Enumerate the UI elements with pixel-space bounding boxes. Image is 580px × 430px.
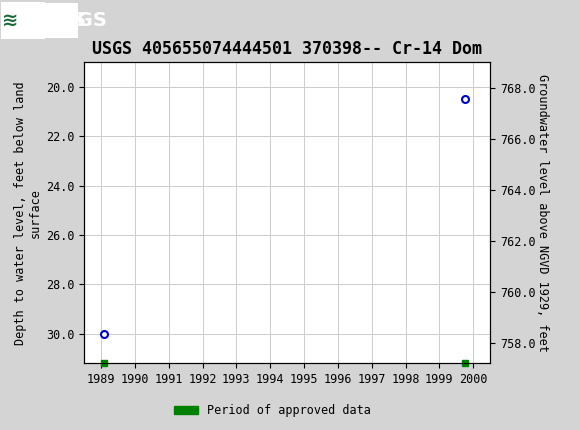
Legend: Period of approved data: Period of approved data: [169, 399, 376, 422]
Y-axis label: Groundwater level above NGVD 1929, feet: Groundwater level above NGVD 1929, feet: [536, 74, 549, 352]
Text: ≋: ≋: [2, 11, 18, 30]
Title: USGS 405655074444501 370398-- Cr-14 Dom: USGS 405655074444501 370398-- Cr-14 Dom: [92, 40, 482, 58]
Bar: [1, 2, 45, 39]
Text: ≋ USGS: ≋ USGS: [3, 11, 86, 30]
Text: USGS: USGS: [48, 11, 107, 30]
Bar: [3, 3, 78, 37]
Y-axis label: Depth to water level, feet below land
surface: Depth to water level, feet below land su…: [14, 81, 42, 345]
